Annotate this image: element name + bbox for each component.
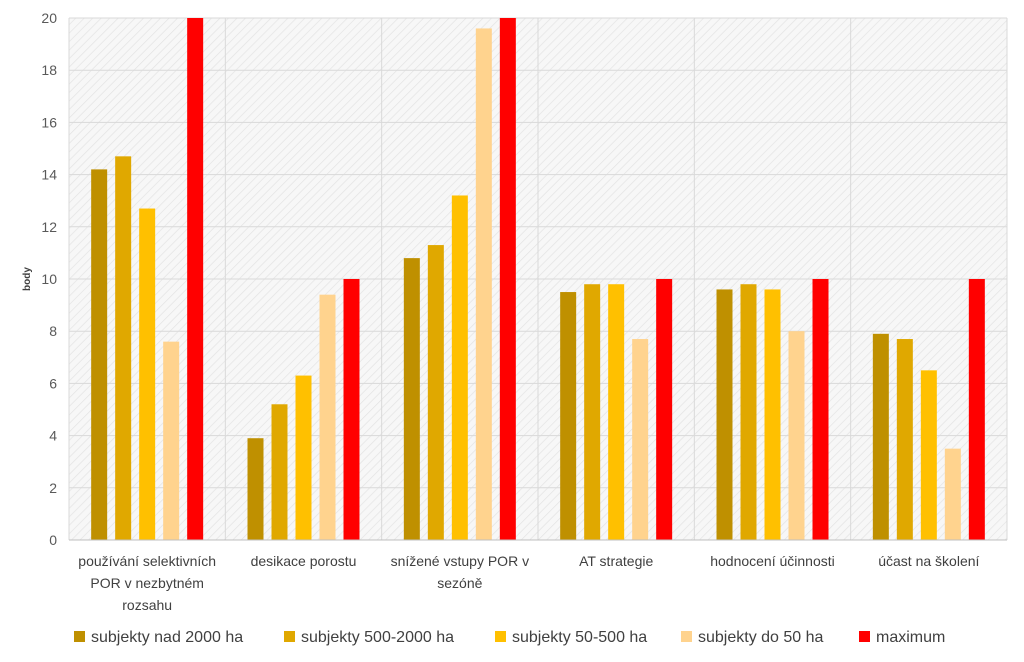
bar bbox=[656, 279, 673, 540]
x-tick-label-line: účast na školení bbox=[878, 553, 979, 569]
legend-label: maximum bbox=[876, 629, 945, 646]
legend-label: subjekty 500-2000 ha bbox=[301, 629, 454, 646]
bar bbox=[968, 279, 985, 540]
x-tick-label-line: desikace porostu bbox=[251, 553, 357, 569]
y-tick-label: 18 bbox=[41, 62, 57, 78]
bar bbox=[920, 370, 937, 540]
x-tick-label: hodnocení účinnosti bbox=[710, 553, 835, 569]
x-tick-label: snížené vstupy POR v sezóně bbox=[391, 553, 530, 591]
bar bbox=[896, 339, 913, 540]
bar bbox=[295, 375, 312, 540]
bar bbox=[115, 156, 132, 540]
bar bbox=[608, 284, 625, 540]
bar bbox=[475, 28, 492, 540]
bar bbox=[91, 169, 108, 540]
bar bbox=[499, 18, 516, 540]
legend-label: subjekty do 50 ha bbox=[698, 629, 824, 646]
bar bbox=[403, 258, 420, 540]
bar bbox=[247, 438, 264, 540]
x-tick-label-line: AT strategie bbox=[579, 553, 653, 569]
legend-swatch bbox=[681, 631, 692, 642]
bar bbox=[343, 279, 360, 540]
legend-swatch bbox=[284, 631, 295, 642]
x-tick-label-line: sezóně bbox=[437, 575, 482, 591]
y-tick-label: 14 bbox=[41, 167, 57, 183]
x-tick-label: používání selektivních POR v nezbytném roz… bbox=[78, 553, 216, 613]
bar bbox=[584, 284, 601, 540]
x-tick-label-line: POR v nezbytném bbox=[90, 575, 204, 591]
y-tick-label: 0 bbox=[49, 532, 57, 548]
x-tick-label: AT strategie bbox=[579, 553, 653, 569]
bar bbox=[271, 404, 288, 540]
x-tick-label-line: používání selektivních bbox=[78, 553, 216, 569]
x-tick-label-line: hodnocení účinnosti bbox=[710, 553, 835, 569]
y-axis-label: body bbox=[22, 267, 33, 291]
x-tick-label: účast na školení bbox=[878, 553, 979, 569]
bar bbox=[812, 279, 829, 540]
legend-label: subjekty 50-500 ha bbox=[512, 629, 647, 646]
x-tick-label-line: snížené vstupy POR v bbox=[391, 553, 530, 569]
bar bbox=[764, 289, 781, 540]
bar bbox=[740, 284, 757, 540]
y-tick-label: 8 bbox=[49, 323, 57, 339]
legend-label: subjekty nad 2000 ha bbox=[91, 629, 243, 646]
bar bbox=[716, 289, 733, 540]
bar bbox=[451, 195, 468, 541]
y-tick-label: 6 bbox=[49, 375, 57, 391]
bar bbox=[319, 294, 336, 540]
bar bbox=[944, 448, 961, 540]
x-tick-label: desikace porostu bbox=[251, 553, 357, 569]
legend-swatch bbox=[74, 631, 85, 642]
y-tick-label: 2 bbox=[49, 480, 57, 496]
legend-swatch bbox=[495, 631, 506, 642]
bar bbox=[788, 331, 805, 540]
y-tick-label: 20 bbox=[41, 10, 57, 26]
x-tick-label-line: rozsahu bbox=[122, 597, 172, 613]
bar bbox=[187, 18, 204, 540]
bar bbox=[632, 339, 649, 540]
bar bbox=[139, 208, 156, 540]
y-tick-label: 10 bbox=[41, 271, 57, 287]
legend-swatch bbox=[859, 631, 870, 642]
bar bbox=[560, 292, 577, 540]
y-tick-label: 16 bbox=[41, 114, 57, 130]
bar bbox=[427, 245, 444, 540]
bar bbox=[163, 341, 180, 540]
y-tick-label: 4 bbox=[49, 428, 57, 444]
y-tick-label: 12 bbox=[41, 219, 57, 235]
bar bbox=[872, 333, 889, 540]
